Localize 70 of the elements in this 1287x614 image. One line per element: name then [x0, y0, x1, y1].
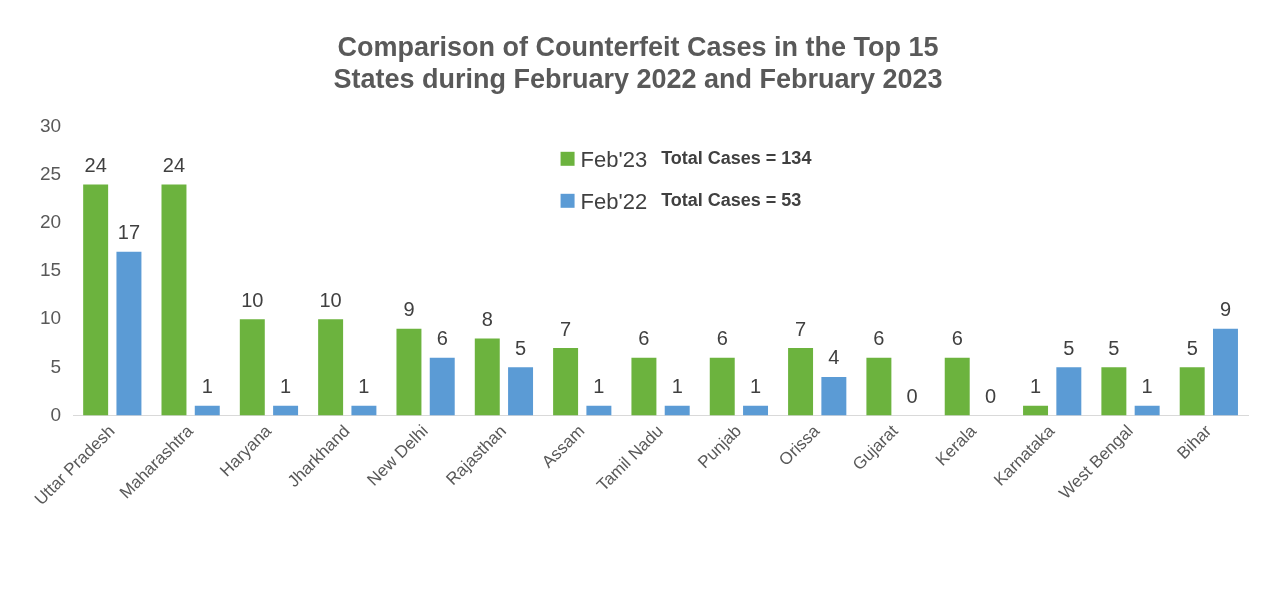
data-label: 6 — [951, 327, 963, 350]
bar — [821, 376, 847, 416]
bar — [1023, 405, 1049, 416]
data-label: 5 — [1186, 336, 1198, 359]
bar — [508, 367, 534, 416]
y-tick-label: 20 — [39, 211, 62, 233]
bar — [1056, 367, 1082, 416]
annotation: Total Cases = 53 — [661, 189, 802, 210]
y-tick-label: 5 — [50, 355, 62, 377]
bar — [1134, 405, 1160, 416]
data-label: 9 — [1219, 298, 1232, 321]
data-label: 4 — [828, 346, 840, 369]
data-label: 1 — [671, 375, 683, 398]
data-label: 1 — [1029, 375, 1042, 398]
data-label: 6 — [716, 327, 728, 350]
y-tick-label: 15 — [39, 259, 62, 281]
data-label: 10 — [241, 288, 264, 311]
data-label: 5 — [1063, 336, 1075, 359]
data-label: 5 — [1108, 336, 1120, 359]
data-label: 1 — [749, 375, 762, 398]
data-label: 17 — [117, 221, 141, 244]
bar — [351, 405, 377, 416]
bar — [586, 405, 612, 416]
bar — [944, 357, 970, 416]
bar — [1213, 328, 1238, 416]
bar — [1101, 367, 1127, 416]
data-label: 5 — [515, 336, 527, 359]
data-label: 0 — [906, 384, 918, 407]
data-label: 0 — [984, 384, 997, 407]
bar — [866, 357, 892, 416]
bar — [396, 328, 422, 416]
bar — [116, 251, 142, 416]
bar — [553, 348, 579, 416]
data-label: 7 — [560, 317, 572, 340]
data-label: 1 — [593, 375, 605, 398]
data-label: 1 — [1141, 375, 1153, 398]
bar — [664, 405, 690, 416]
bar — [429, 357, 455, 416]
y-tick-label: 30 — [39, 115, 62, 137]
bar — [194, 405, 220, 416]
y-tick-label: 0 — [50, 403, 62, 425]
bar — [318, 319, 344, 416]
bar — [474, 338, 500, 416]
bar — [239, 319, 265, 416]
legend-label: Feb'23 — [580, 146, 648, 172]
bar — [743, 405, 769, 416]
bar — [161, 184, 187, 416]
y-tick-label: 25 — [39, 163, 62, 185]
bar — [788, 348, 814, 416]
bar — [631, 357, 657, 416]
bar — [1179, 367, 1205, 416]
data-label: 6 — [638, 327, 650, 350]
data-label: 1 — [201, 375, 213, 398]
data-label: 8 — [481, 307, 493, 330]
data-label: 6 — [873, 327, 885, 350]
data-label: 24 — [84, 154, 107, 177]
data-label: 9 — [403, 298, 415, 321]
data-label: 1 — [280, 375, 292, 398]
bar — [709, 357, 735, 416]
data-label: 1 — [358, 375, 370, 398]
data-label: 7 — [795, 317, 807, 340]
y-tick-label: 10 — [39, 307, 62, 329]
bar — [83, 184, 109, 416]
chart-title: Comparison of Counterfeit Cases in the Top 15 States during February 2022 and February 2023 — [333, 31, 943, 95]
data-label: 10 — [319, 288, 342, 311]
data-label: 24 — [162, 154, 186, 177]
legend-label: Feb'22 — [580, 188, 648, 214]
data-label: 6 — [436, 327, 448, 350]
bar — [273, 405, 299, 416]
annotation: Total Cases = 134 — [661, 147, 812, 168]
